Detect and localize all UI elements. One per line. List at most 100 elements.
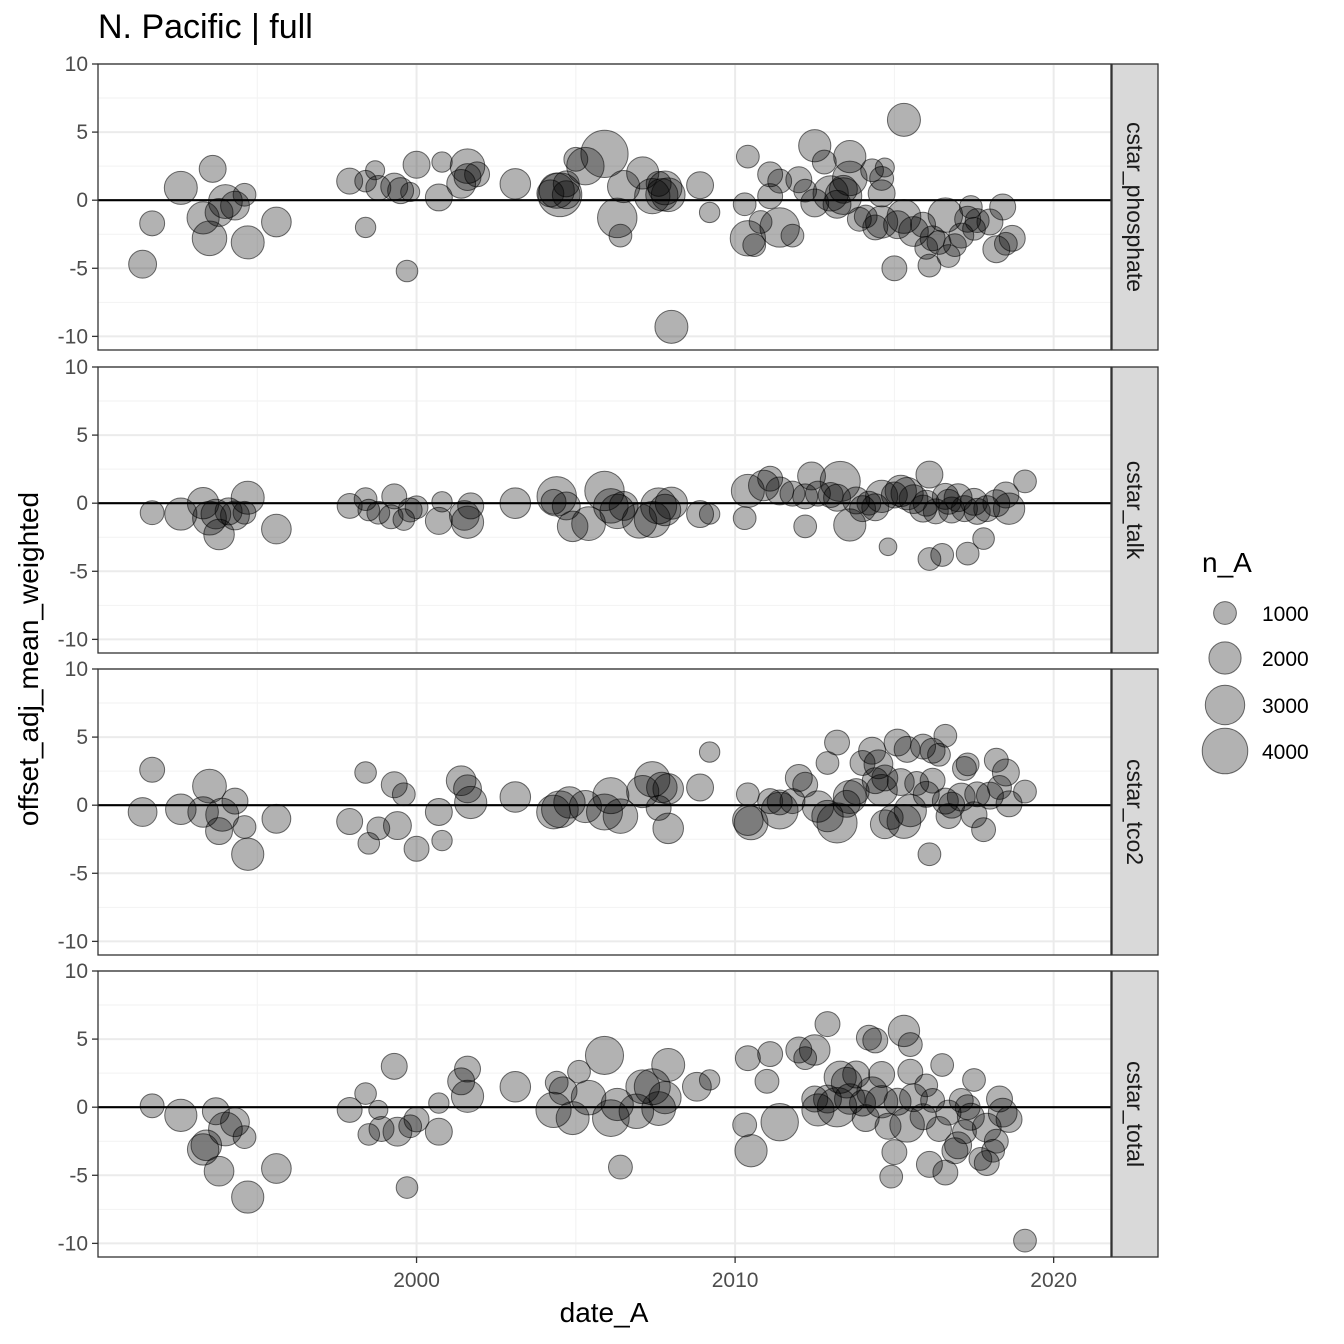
- data-point: [593, 488, 629, 524]
- data-point: [127, 797, 158, 827]
- data-point: [261, 513, 292, 545]
- data-point: [368, 1116, 395, 1142]
- data-point: [187, 796, 219, 828]
- data-point: [698, 503, 721, 525]
- data-point: [784, 763, 813, 792]
- data-point: [208, 1111, 243, 1147]
- y-tick-label: 10: [65, 53, 88, 76]
- data-point: [922, 498, 949, 525]
- data-point: [880, 481, 908, 509]
- data-point: [424, 798, 453, 826]
- data-point: [380, 771, 408, 799]
- data-point: [232, 500, 257, 525]
- data-point: [597, 197, 638, 239]
- data-point: [221, 787, 249, 815]
- data-point: [431, 829, 453, 852]
- data-point: [801, 1085, 829, 1113]
- data-point: [780, 223, 805, 248]
- data-point: [192, 500, 227, 536]
- data-point: [400, 181, 421, 203]
- data-point: [139, 210, 166, 237]
- data-point: [993, 231, 1018, 256]
- facet-strip: [1111, 970, 1159, 1258]
- data-point: [972, 527, 995, 550]
- data-point: [975, 781, 1004, 810]
- data-point: [395, 1176, 419, 1199]
- facet-panel-cstar_phosphate: -10 -5 0 5 10 cstar_phosphate: [58, 53, 1159, 351]
- data-point: [231, 837, 265, 871]
- data-point: [886, 199, 922, 234]
- y-tick-label: 5: [76, 726, 88, 749]
- data-point: [886, 102, 921, 137]
- data-point: [139, 1093, 165, 1119]
- y-tick-label: -10: [58, 930, 88, 953]
- data-point: [428, 1092, 450, 1114]
- facet-strip: [1111, 668, 1159, 956]
- data-point: [453, 774, 482, 804]
- data-point: [354, 216, 377, 239]
- data-point: [960, 487, 988, 516]
- legend-key-label: 2000: [1262, 648, 1309, 671]
- y-tick-label: 0: [76, 492, 88, 515]
- data-point: [930, 543, 955, 567]
- data-point: [586, 793, 623, 831]
- data-point: [357, 498, 381, 522]
- data-point: [973, 1150, 1000, 1176]
- y-tick-label: 0: [76, 189, 88, 212]
- y-tick-label: -10: [58, 628, 88, 651]
- data-point: [793, 178, 818, 203]
- data-point: [618, 1093, 655, 1130]
- y-tick-label: 10: [65, 960, 88, 983]
- y-tick-label: 10: [65, 658, 88, 681]
- data-point: [336, 808, 364, 836]
- data-point: [811, 149, 837, 175]
- data-point: [893, 794, 927, 828]
- data-point: [992, 481, 1020, 509]
- data-point: [952, 755, 977, 781]
- data-point: [849, 1089, 877, 1117]
- data-point: [917, 842, 942, 867]
- data-point: [855, 1024, 882, 1051]
- data-point: [815, 751, 840, 775]
- data-point: [368, 1099, 389, 1120]
- data-point: [499, 487, 532, 519]
- data-point: [592, 777, 630, 815]
- data-point: [735, 144, 760, 169]
- data-point: [164, 497, 198, 531]
- data-point: [936, 244, 961, 268]
- y-tick-label: -5: [69, 257, 88, 280]
- y-axis-title: offset_adj_mean_weighted: [13, 492, 44, 826]
- data-point: [402, 150, 431, 179]
- data-point: [800, 188, 830, 218]
- data-point: [767, 168, 793, 194]
- data-point: [464, 161, 491, 188]
- data-point: [403, 1106, 430, 1133]
- data-point: [357, 832, 381, 855]
- data-point: [365, 160, 386, 181]
- data-point: [995, 1105, 1023, 1133]
- y-tick-label: 5: [76, 121, 88, 144]
- data-point: [732, 192, 757, 217]
- data-point: [863, 749, 894, 780]
- data-point: [971, 817, 997, 843]
- data-point: [883, 210, 913, 240]
- data-point: [1013, 1228, 1037, 1253]
- facet-strip-label: cstar_phosphate: [1122, 122, 1148, 292]
- data-point: [556, 510, 589, 543]
- data-point: [139, 500, 165, 526]
- data-point: [785, 166, 813, 194]
- data-point: [336, 1096, 363, 1123]
- data-point: [424, 506, 453, 535]
- facet-strip: [1111, 63, 1159, 351]
- data-point: [867, 179, 896, 208]
- data-point: [600, 1087, 634, 1122]
- data-point: [626, 156, 660, 190]
- data-point: [261, 803, 292, 834]
- facet-panel-cstar_total: -10 -5 0 5 10 cstar_total: [58, 960, 1159, 1258]
- data-point: [214, 497, 243, 526]
- data-point: [382, 811, 412, 841]
- data-point: [869, 809, 900, 840]
- data-point: [983, 1128, 1009, 1154]
- data-point: [395, 259, 419, 283]
- data-point: [952, 1119, 977, 1145]
